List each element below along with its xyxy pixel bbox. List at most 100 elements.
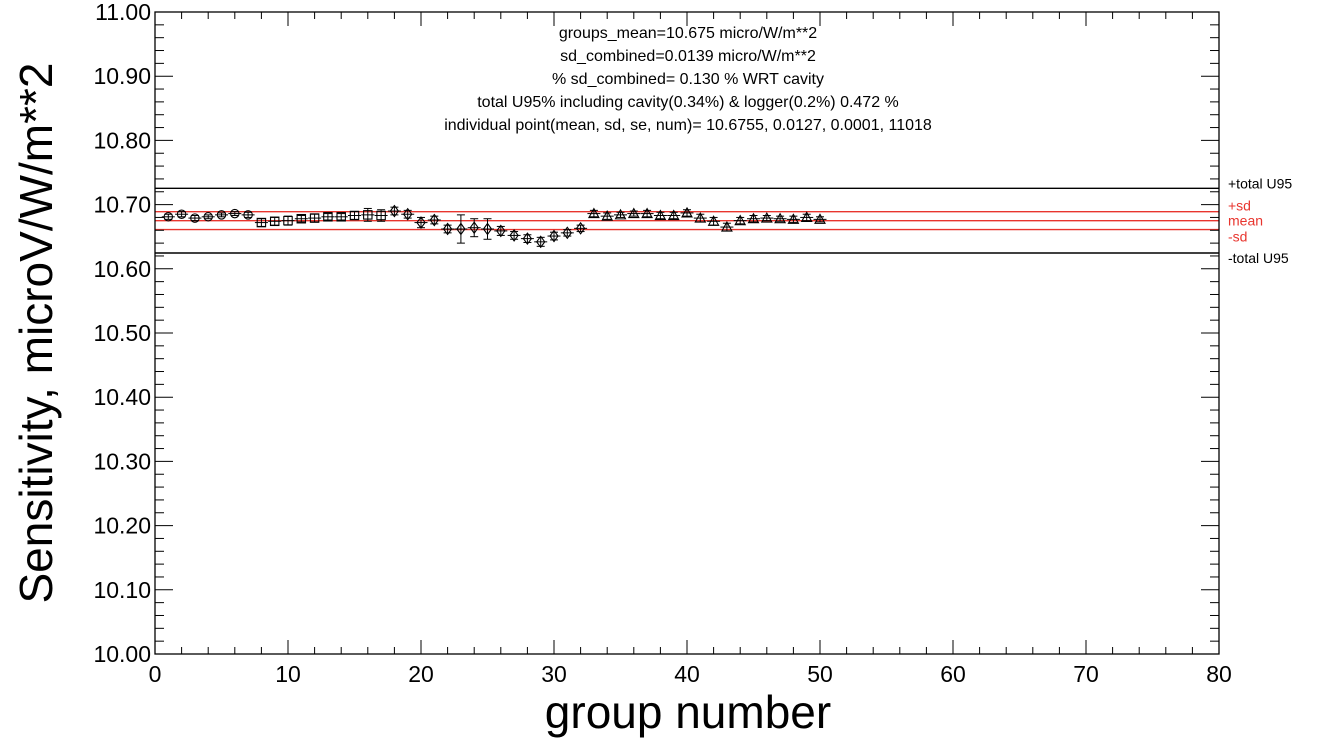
data-point [481, 218, 494, 240]
annotation-line: groups_mean=10.675 micro/W/m**2 [559, 25, 817, 42]
data-point [321, 212, 335, 222]
diamond-marker [482, 222, 493, 236]
data-point [547, 229, 561, 243]
data-point [427, 213, 441, 227]
data-point [627, 207, 641, 219]
data-point [361, 207, 375, 222]
triangle-marker [601, 210, 614, 221]
data-point [534, 235, 548, 249]
data-point [773, 212, 787, 224]
y-tick-label: 10.50 [93, 320, 151, 346]
annotation-line: % sd_combined= 0.130 % WRT cavity [552, 71, 824, 88]
triangle-marker [627, 207, 640, 219]
diamond-marker [496, 224, 506, 238]
y-tick-label: 10.40 [93, 384, 151, 410]
data-point [201, 212, 215, 222]
data-point [813, 213, 827, 224]
y-tick-label: 11.00 [95, 0, 151, 25]
triangle-marker [747, 212, 760, 224]
square-marker [376, 210, 386, 221]
diamond-marker [575, 221, 586, 235]
square-marker [349, 210, 360, 221]
diamond-marker [469, 221, 479, 235]
triangle-marker [694, 211, 707, 223]
data-point [494, 224, 508, 238]
circle-marker [190, 213, 200, 223]
reference-line-label: -sd [1228, 229, 1247, 245]
data-point [414, 216, 428, 230]
data-point [454, 214, 468, 244]
diamond-marker [456, 222, 466, 236]
data-point [574, 221, 588, 235]
x-axis-title: group number [545, 686, 831, 738]
diamond-marker [536, 235, 546, 249]
annotation-line: individual point(mean, sd, se, num)= 10.… [444, 117, 932, 134]
data-point [281, 215, 295, 226]
diamond-marker [403, 207, 413, 221]
reference-line-label: -total U95 [1228, 250, 1289, 266]
data-point [560, 226, 574, 240]
circle-marker [203, 212, 213, 222]
x-tick-label: 50 [807, 661, 833, 687]
triangle-marker [734, 214, 747, 226]
circle-marker [230, 208, 240, 219]
x-tick-label: 20 [408, 661, 434, 687]
triangle-marker [654, 209, 667, 221]
diamond-marker [416, 216, 426, 230]
data-point [800, 211, 814, 222]
circle-marker [243, 210, 253, 220]
square-marker [363, 210, 373, 220]
x-tick-label: 30 [541, 661, 567, 687]
circle-marker [163, 212, 174, 222]
data-point [786, 213, 800, 224]
data-point [387, 204, 401, 218]
data-point [693, 211, 707, 223]
data-point [720, 220, 734, 232]
diamond-marker [562, 226, 572, 240]
data-point [161, 212, 175, 222]
data-point [294, 213, 308, 224]
reference-line-label: mean [1228, 213, 1263, 229]
square-marker [269, 216, 280, 227]
y-axis: 10.00 10.10 10.20 10.30 10.40 10.50 10.60 10.70… [93, 0, 1219, 667]
data-point [467, 218, 481, 238]
annotation-line: total U95% including cavity(0.34%) & log… [477, 94, 899, 111]
data-point [640, 207, 654, 219]
triangle-marker [681, 206, 693, 218]
y-tick-label: 10.80 [93, 127, 151, 153]
diamond-marker [429, 213, 439, 227]
triangle-marker [800, 211, 813, 222]
data-point [680, 206, 694, 218]
data-points [161, 204, 827, 249]
diamond-marker [549, 229, 559, 243]
x-tick-label: 80 [1206, 661, 1232, 687]
data-point [175, 209, 189, 219]
data-point [268, 216, 282, 227]
data-point [733, 214, 747, 226]
square-marker [336, 212, 346, 222]
data-point [667, 209, 681, 221]
data-point [374, 209, 388, 222]
triangle-marker [787, 213, 800, 224]
y-tick-label: 10.30 [93, 448, 151, 474]
annotation-line: sd_combined=0.0139 micro/W/m**2 [560, 48, 816, 65]
y-tick-label: 10.20 [93, 513, 151, 539]
square-marker [296, 213, 307, 224]
x-tick-label: 10 [275, 661, 301, 687]
data-point [188, 213, 202, 223]
triangle-marker [641, 207, 654, 219]
diamond-marker [442, 222, 453, 236]
triangle-marker [720, 220, 733, 232]
diamond-marker [389, 204, 400, 218]
triangle-marker [614, 208, 627, 220]
data-point [241, 210, 255, 220]
diamond-marker [522, 232, 533, 246]
square-marker [283, 215, 293, 226]
triangle-marker [587, 207, 600, 219]
y-tick-label: 10.10 [93, 577, 151, 603]
data-point [614, 208, 627, 220]
x-tick-label: 40 [674, 661, 700, 687]
data-point [334, 212, 348, 222]
